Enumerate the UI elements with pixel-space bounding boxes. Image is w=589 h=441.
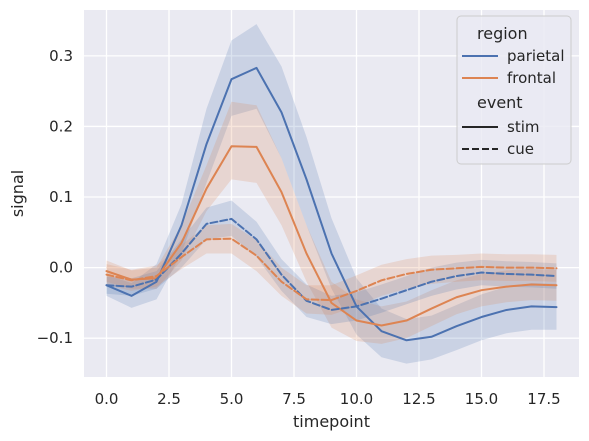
series-line-frontal-cue [105,237,558,302]
ci-band-parietal-cue [106,200,557,325]
tick-labels: 0.0 2.5 5.0 7.5 10.0 12.5 15.0 17.5 −0.1 0.0 0.1 0.… [37,47,561,408]
y-tick-label: 0.0 [49,259,73,277]
x-tick-label: 2.5 [157,390,181,408]
ci-band-frontal-cue [106,223,557,315]
y-tick-label: −0.1 [37,329,73,347]
legend-entry-cue: cue [507,140,534,158]
ci-band-frontal-stim [106,101,557,344]
x-tick-label: 17.5 [527,390,560,408]
legend-entry-frontal: frontal [507,69,556,87]
x-tick-label: 7.5 [282,390,306,408]
series-lines [105,66,558,342]
series-line-frontal-stim [105,145,558,327]
x-tick-label: 0.0 [95,390,119,408]
legend-title-region: region [477,24,528,43]
x-tick-label: 12.5 [402,390,435,408]
series-line-parietal-stim [105,66,558,342]
y-tick-label: 0.3 [49,47,73,65]
x-tick-label: 5.0 [220,390,244,408]
x-tick-label: 10.0 [340,390,373,408]
legend-entry-parietal: parietal [507,47,565,65]
y-axis-label: signal [8,170,27,217]
legend: region parietal frontal event stim cue [456,15,572,165]
x-tick-label: 15.0 [465,390,498,408]
y-tick-label: 0.2 [49,117,73,135]
series-line-parietal-cue [105,217,558,311]
legend-title-event: event [477,93,523,112]
x-axis-label: timepoint [293,412,370,431]
legend-entry-stim: stim [507,118,539,136]
y-tick-label: 0.1 [49,188,73,206]
